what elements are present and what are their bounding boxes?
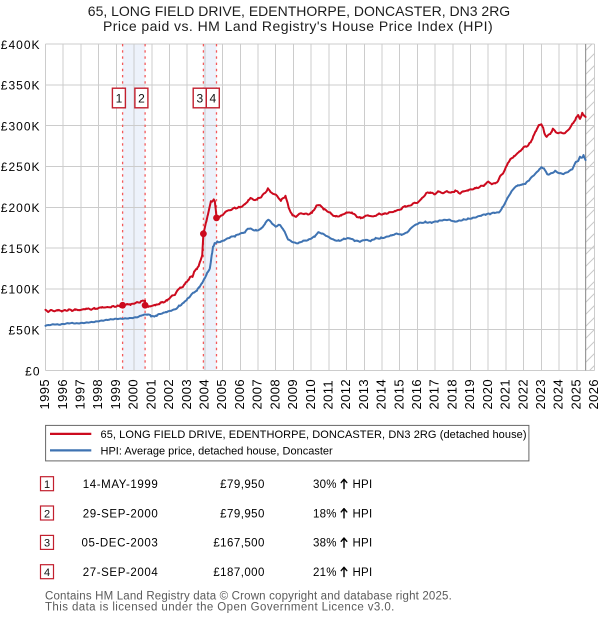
svg-text:£100K: £100K: [1, 283, 41, 297]
svg-text:£79,950: £79,950: [220, 508, 265, 520]
svg-text:14-MAY-1999: 14-MAY-1999: [83, 479, 159, 491]
svg-text:2012: 2012: [338, 379, 353, 410]
svg-text:1: 1: [116, 91, 123, 105]
svg-text:2025: 2025: [568, 379, 583, 410]
svg-text:2019: 2019: [462, 379, 477, 410]
svg-text:2021: 2021: [498, 379, 513, 410]
svg-text:2009: 2009: [285, 379, 300, 410]
svg-text:HPI: HPI: [353, 508, 373, 520]
svg-text:2: 2: [44, 508, 50, 520]
svg-text:£300K: £300K: [1, 119, 41, 133]
svg-text:2008: 2008: [267, 379, 282, 410]
svg-text:4: 4: [210, 91, 217, 105]
svg-text:Price paid vs. HM Land Registr: Price paid vs. HM Land Registry's House …: [103, 18, 493, 34]
svg-text:1999: 1999: [108, 379, 123, 410]
svg-text:27-SEP-2004: 27-SEP-2004: [83, 567, 159, 579]
svg-text:2013: 2013: [356, 379, 371, 410]
svg-text:65, LONG FIELD DRIVE, EDENTHOR: 65, LONG FIELD DRIVE, EDENTHORPE, DONCAS…: [88, 3, 510, 19]
svg-text:HPI: HPI: [353, 567, 373, 579]
svg-text:18%: 18%: [313, 508, 337, 520]
svg-text:2007: 2007: [250, 379, 265, 410]
svg-text:1996: 1996: [55, 379, 70, 410]
svg-text:2011: 2011: [320, 380, 335, 410]
svg-text:1995: 1995: [37, 379, 52, 410]
svg-text:2: 2: [138, 91, 145, 105]
svg-text:1998: 1998: [90, 379, 105, 410]
svg-text:2001: 2001: [143, 379, 158, 410]
svg-text:£250K: £250K: [1, 160, 41, 174]
svg-text:£167,500: £167,500: [213, 538, 265, 550]
svg-text:HPI: HPI: [353, 479, 373, 491]
svg-text:2002: 2002: [161, 379, 176, 410]
svg-text:2005: 2005: [214, 379, 229, 410]
svg-text:29-SEP-2000: 29-SEP-2000: [83, 508, 159, 520]
svg-text:1: 1: [44, 479, 50, 491]
svg-text:2023: 2023: [533, 379, 548, 410]
svg-text:£79,950: £79,950: [220, 479, 265, 491]
svg-text:£0: £0: [25, 364, 40, 378]
svg-text:£150K: £150K: [1, 242, 41, 256]
svg-text:2024: 2024: [551, 379, 566, 410]
svg-text:HPI: HPI: [353, 538, 373, 550]
svg-text:2004: 2004: [196, 379, 211, 410]
svg-text:£350K: £350K: [1, 79, 41, 93]
svg-text:21%: 21%: [313, 567, 337, 579]
svg-text:30%: 30%: [313, 479, 337, 491]
svg-text:2000: 2000: [126, 379, 141, 410]
svg-text:2022: 2022: [515, 379, 530, 410]
svg-text:2026: 2026: [586, 379, 600, 410]
svg-text:1997: 1997: [73, 379, 88, 410]
svg-text:3: 3: [196, 91, 203, 105]
svg-text:2006: 2006: [232, 379, 247, 410]
svg-text:£200K: £200K: [1, 201, 41, 215]
svg-text:£400K: £400K: [1, 38, 41, 52]
svg-text:£50K: £50K: [8, 323, 40, 337]
svg-text:2018: 2018: [444, 379, 459, 410]
svg-text:£187,000: £187,000: [213, 567, 265, 579]
svg-text:38%: 38%: [313, 538, 337, 550]
svg-text:2014: 2014: [374, 379, 389, 410]
svg-text:2017: 2017: [427, 379, 442, 410]
svg-text:2010: 2010: [303, 379, 318, 410]
svg-text:2015: 2015: [391, 379, 406, 410]
svg-text:2003: 2003: [179, 379, 194, 410]
svg-text:4: 4: [44, 567, 50, 579]
svg-text:05-DEC-2003: 05-DEC-2003: [81, 538, 158, 550]
svg-text:3: 3: [44, 538, 50, 550]
svg-text:2020: 2020: [480, 379, 495, 410]
svg-text:This data is licensed under th: This data is licensed under the Open Gov…: [45, 602, 395, 614]
svg-text:65, LONG FIELD DRIVE, EDENTHOR: 65, LONG FIELD DRIVE, EDENTHORPE, DONCAS…: [101, 429, 527, 441]
svg-text:HPI: Average price, detached h: HPI: Average price, detached house, Donc…: [101, 445, 333, 457]
svg-text:Contains HM Land Registry data: Contains HM Land Registry data © Crown c…: [45, 591, 452, 603]
svg-text:2016: 2016: [409, 379, 424, 410]
